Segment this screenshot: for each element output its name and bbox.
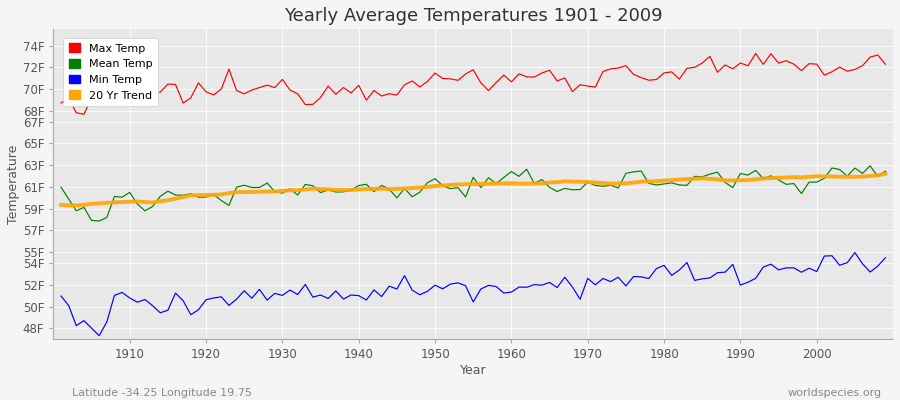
Legend: Max Temp, Mean Temp, Min Temp, 20 Yr Trend: Max Temp, Mean Temp, Min Temp, 20 Yr Tre…	[63, 38, 158, 106]
Title: Yearly Average Temperatures 1901 - 2009: Yearly Average Temperatures 1901 - 2009	[284, 7, 662, 25]
Text: Latitude -34.25 Longitude 19.75: Latitude -34.25 Longitude 19.75	[72, 388, 252, 398]
Y-axis label: Temperature: Temperature	[7, 144, 20, 224]
X-axis label: Year: Year	[460, 364, 487, 377]
Text: worldspecies.org: worldspecies.org	[788, 388, 882, 398]
